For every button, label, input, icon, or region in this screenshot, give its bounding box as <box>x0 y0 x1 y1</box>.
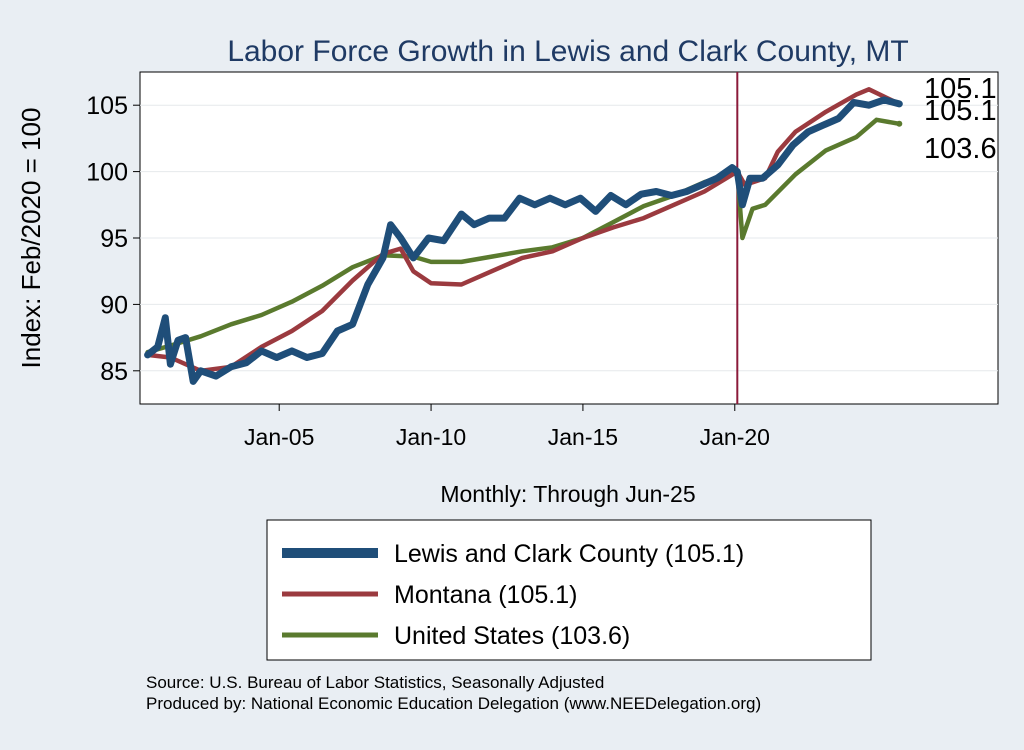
legend-label-state: Montana (105.1) <box>394 581 577 609</box>
y-tick-label: 100 <box>86 159 128 187</box>
x-axis-label: Monthly: Through Jun-25 <box>440 481 695 507</box>
legend: Lewis and Clark County (105.1) Montana (1… <box>282 540 744 650</box>
x-tick-label: Jan-05 <box>244 424 314 450</box>
footer-produced-by: Produced by: National Economic Education… <box>146 694 761 713</box>
y-tick-label: 95 <box>100 225 128 253</box>
series-end-point-county <box>896 100 903 107</box>
end-label: 105.1 <box>924 95 997 127</box>
end-label: 103.6 <box>924 133 997 165</box>
legend-label-county: Lewis and Clark County (105.1) <box>394 540 744 568</box>
y-axis-label: Index: Feb/2020 = 100 <box>16 108 46 369</box>
x-tick-label: Jan-20 <box>700 424 770 450</box>
series-end-point-us <box>896 120 903 127</box>
legend-label-us: United States (103.6) <box>394 622 630 650</box>
y-tick-label: 90 <box>100 291 128 319</box>
x-tick-label: Jan-15 <box>548 424 618 450</box>
y-axis: 85 90 95 100 105 <box>86 92 140 386</box>
y-tick-label: 85 <box>100 358 128 386</box>
x-tick-label: Jan-10 <box>396 424 466 450</box>
footer-source: Source: U.S. Bureau of Labor Statistics,… <box>146 673 604 692</box>
series-line-county <box>144 96 903 385</box>
chart-title: Labor Force Growth in Lewis and Clark Co… <box>227 35 908 68</box>
series-layer <box>144 87 903 385</box>
end-label: 105.1 <box>924 73 997 105</box>
x-axis: Jan-05 Jan-10 Jan-15 Jan-20 <box>244 404 770 450</box>
y-tick-label: 105 <box>86 92 128 120</box>
series-line-state <box>145 87 902 374</box>
series-line-us <box>145 117 902 355</box>
